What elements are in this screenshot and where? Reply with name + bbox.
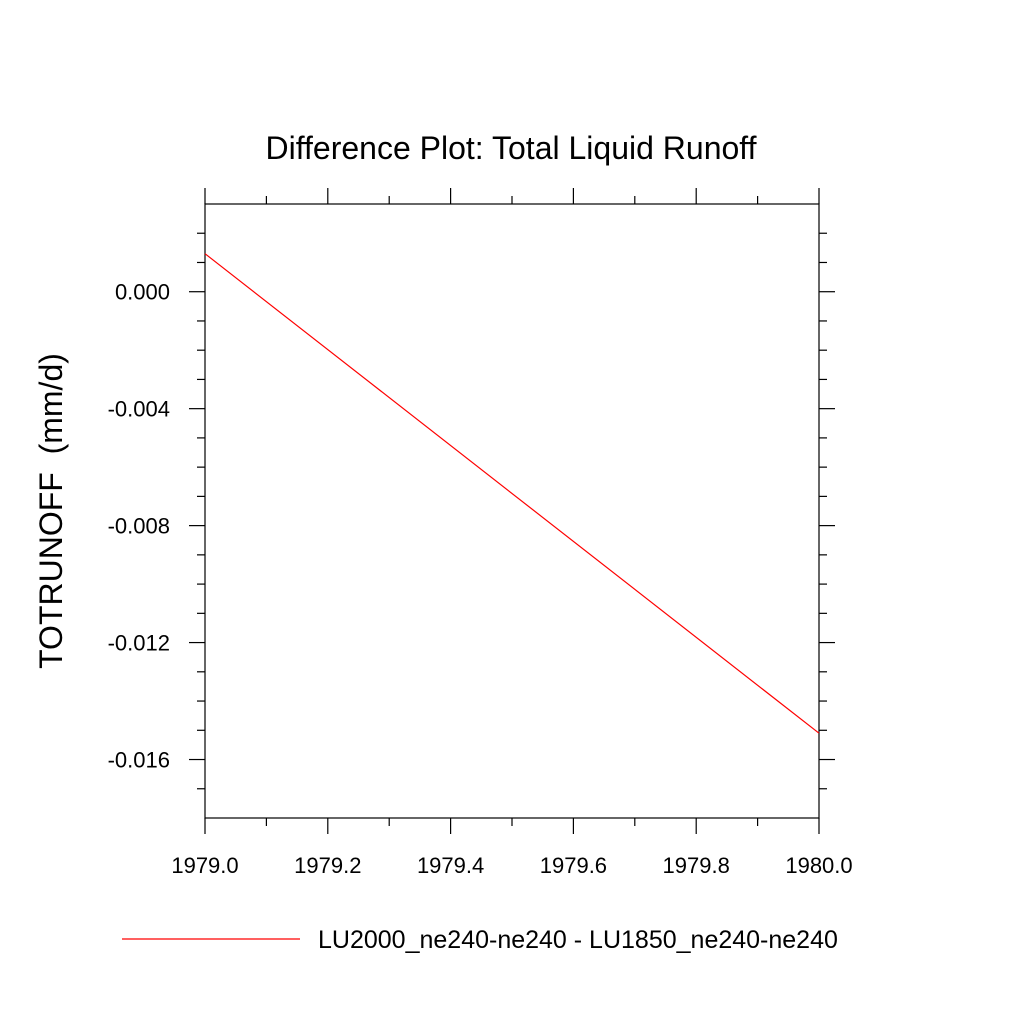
x-tick-label: 1979.4 xyxy=(417,853,484,878)
plot-frame xyxy=(204,203,820,819)
y-tick-labels: 0.000 -0.004 -0.008 -0.012 -0.016 xyxy=(108,280,170,773)
series-line xyxy=(204,253,820,734)
x-tick-label: 1979.2 xyxy=(294,853,361,878)
axis-ticks xyxy=(189,188,835,834)
x-tick-label: 1979.0 xyxy=(171,853,238,878)
x-tick-label: 1980.0 xyxy=(785,853,852,878)
y-tick-label: 0.000 xyxy=(115,280,170,305)
y-tick-label: -0.012 xyxy=(108,631,170,656)
legend-label: LU2000_ne240-ne240 - LU1850_ne240-ne240 xyxy=(318,926,838,954)
y-tick-label: -0.016 xyxy=(108,748,170,773)
y-axis-label: TOTRUNOFF (mm/d) xyxy=(33,353,69,669)
x-tick-labels: 1979.0 1979.2 1979.4 1979.6 1979.8 1980.0 xyxy=(171,853,852,878)
y-tick-label: -0.008 xyxy=(108,514,170,539)
legend: LU2000_ne240-ne240 - LU1850_ne240-ne240 xyxy=(122,926,838,954)
x-tick-label: 1979.8 xyxy=(663,853,730,878)
chart-title: Difference Plot: Total Liquid Runoff xyxy=(266,130,757,166)
x-tick-label: 1979.6 xyxy=(540,853,607,878)
y-tick-label: -0.004 xyxy=(108,397,170,422)
series-layer xyxy=(204,253,820,734)
